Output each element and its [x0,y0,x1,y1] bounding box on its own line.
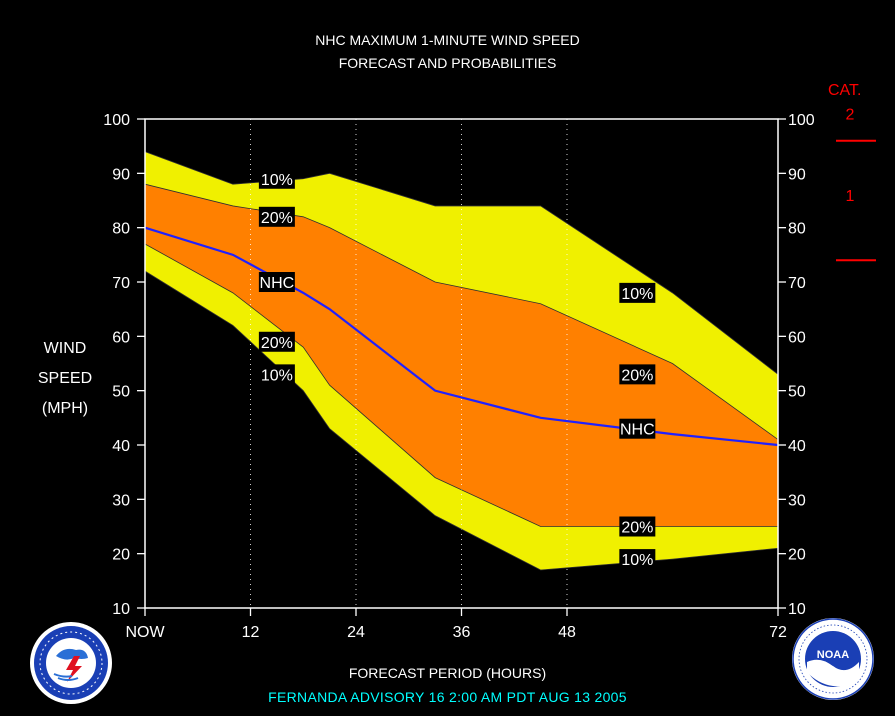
annotation-label-1: 20% [261,210,293,227]
category-label-2: 2 [846,107,855,124]
chart-title-line2: FORECAST AND PROBABILITIES [338,55,557,71]
y-tick-label-right-60: 60 [788,329,806,346]
y-tick-label-left-100: 100 [103,112,130,129]
noaa-logo-icon: NOAA [792,618,874,700]
annotation-box-4 [258,364,295,385]
x-tick-label-48: 48 [558,624,576,641]
category-scale-title: CAT. [828,82,862,99]
annotation-box-5 [619,282,656,303]
category-label-1: 1 [846,188,855,205]
x-tick-label-NOW: NOW [125,624,165,641]
annotation-box-1 [258,206,295,227]
annotation-box-3 [258,331,295,352]
annotation-box-8 [619,516,656,537]
y-tick-label-right-30: 30 [788,492,806,509]
annotation-box-9 [619,549,656,570]
y-tick-label-right-100: 100 [788,112,815,129]
annotation-box-0 [258,168,295,189]
y-tick-label-right-40: 40 [788,438,806,455]
annotation-label-6: 20% [621,367,653,384]
y-tick-label-left-60: 60 [112,329,130,346]
annotation-label-5: 10% [621,286,653,303]
annotation-label-3: 20% [261,335,293,352]
annotation-label-0: 10% [261,172,293,189]
annotation-label-7: NHC [620,422,655,439]
series-line-upper_10 [144,151,779,375]
advisory-info: FERNANDA ADVISORY 16 2:00 AM PDT AUG 13 … [268,689,627,705]
y-tick-label-right-50: 50 [788,384,806,401]
y-tick-label-left-20: 20 [112,547,130,564]
annotation-label-9: 10% [621,552,653,569]
nws-logo-icon [30,622,112,704]
annotation-label-2: NHC [260,275,295,292]
y-tick-label-right-90: 90 [788,166,806,183]
x-axis-label: FORECAST PERIOD (HOURS) [348,665,547,681]
y-tick-label-left-80: 80 [112,221,130,238]
y-tick-label-left-90: 90 [112,166,130,183]
annotation-box-2 [258,272,295,292]
annotation-label-4: 10% [261,367,293,384]
series-line-upper_20 [144,183,779,440]
y-tick-label-left-30: 30 [112,492,130,509]
y-tick-label-left-10: 10 [112,601,130,618]
svg-text:NOAA: NOAA [817,649,849,661]
y-tick-label-left-70: 70 [112,275,130,292]
annotation-label-8: 20% [621,520,653,537]
band-20-percent [145,184,778,527]
y-tick-label-right-20: 20 [788,547,806,564]
y-tick-label-right-10: 10 [788,601,806,618]
annotation-box-6 [619,364,656,385]
x-tick-label-24: 24 [347,624,365,641]
annotation-box-7 [619,418,656,439]
chart-title-line1: NHC MAXIMUM 1-MINUTE WIND SPEED [315,32,580,48]
y-tick-label-left-40: 40 [112,438,130,455]
x-tick-label-72: 72 [769,624,787,641]
y-axis-label-line3: (MPH) [41,400,89,417]
y-tick-label-right-70: 70 [788,275,806,292]
x-tick-label-12: 12 [242,624,260,641]
y-axis-label-line1: WIND [43,340,87,357]
y-tick-label-right-80: 80 [788,221,806,238]
x-tick-label-36: 36 [453,624,471,641]
y-tick-label-left-50: 50 [112,384,130,401]
y-axis-label-line2: SPEED [37,370,93,387]
